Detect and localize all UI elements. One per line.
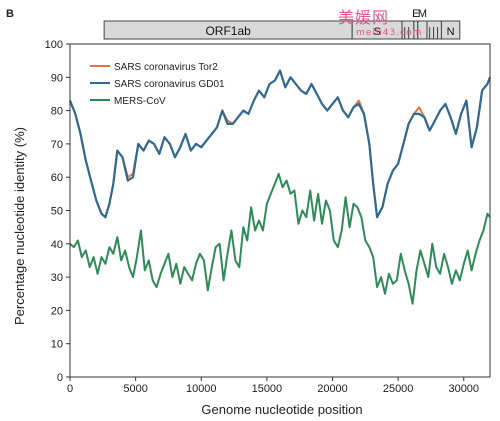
x-tick-label: 20000 — [317, 383, 348, 395]
legend-label: MERS-CoV — [114, 96, 166, 107]
x-tick-label: 5000 — [123, 383, 147, 395]
y-axis-label: Percentage nucleotide identity (%) — [12, 127, 27, 325]
genome-segment-label: M — [418, 8, 427, 20]
y-tick-label: 60 — [51, 172, 63, 184]
watermark-url: meili43.com — [356, 28, 423, 38]
y-tick-label: 90 — [51, 72, 63, 84]
y-tick-label: 70 — [51, 139, 63, 151]
x-tick-label: 25000 — [383, 383, 414, 395]
plot-frame — [69, 43, 491, 378]
x-tick-label: 15000 — [252, 383, 283, 395]
genome-segment-label: S — [373, 26, 380, 38]
y-tick-label: 50 — [51, 206, 63, 218]
plot-area — [68, 69, 492, 305]
y-tick-label: 40 — [51, 239, 63, 251]
x-tick-label: 30000 — [448, 383, 479, 395]
x-tick-label: 0 — [67, 383, 73, 395]
series-line-gd01 — [68, 69, 492, 219]
legend-label: SARS coronavirus GD01 — [114, 79, 225, 90]
legend-label: SARS coronavirus Tor2 — [114, 62, 218, 73]
watermark-text: 美媛网 — [338, 8, 390, 27]
panel-letter: B — [6, 8, 14, 20]
genome-segment-label: ORF1ab — [205, 24, 251, 38]
series-line-mers — [69, 172, 491, 305]
y-tick-label: 80 — [51, 106, 63, 118]
legend: SARS coronavirus Tor2 SARS coronavirus GD… — [90, 62, 225, 107]
y-tick-label: 10 — [51, 339, 63, 351]
genome-map: ORF1ab S EM N — [103, 8, 461, 40]
y-tick-label: 100 — [45, 39, 63, 51]
genome-segment-label: N — [447, 26, 455, 38]
series-line-tor2 — [69, 69, 491, 219]
y-tick-label: 0 — [57, 372, 63, 384]
y-tick-label: 20 — [51, 305, 63, 317]
watermark-logo: 美媛网 meili43.com — [338, 4, 422, 38]
x-axis-label: Genome nucleotide position — [201, 402, 362, 417]
genome-segment-label: E — [412, 8, 419, 20]
genome-segment — [440, 20, 461, 40]
axes: 0 5000 10000 15000 20000 25000 30000 0 10 20 30 40 5… — [45, 39, 491, 395]
y-tick-label: 30 — [51, 272, 63, 284]
x-tick-label: 10000 — [186, 383, 217, 395]
